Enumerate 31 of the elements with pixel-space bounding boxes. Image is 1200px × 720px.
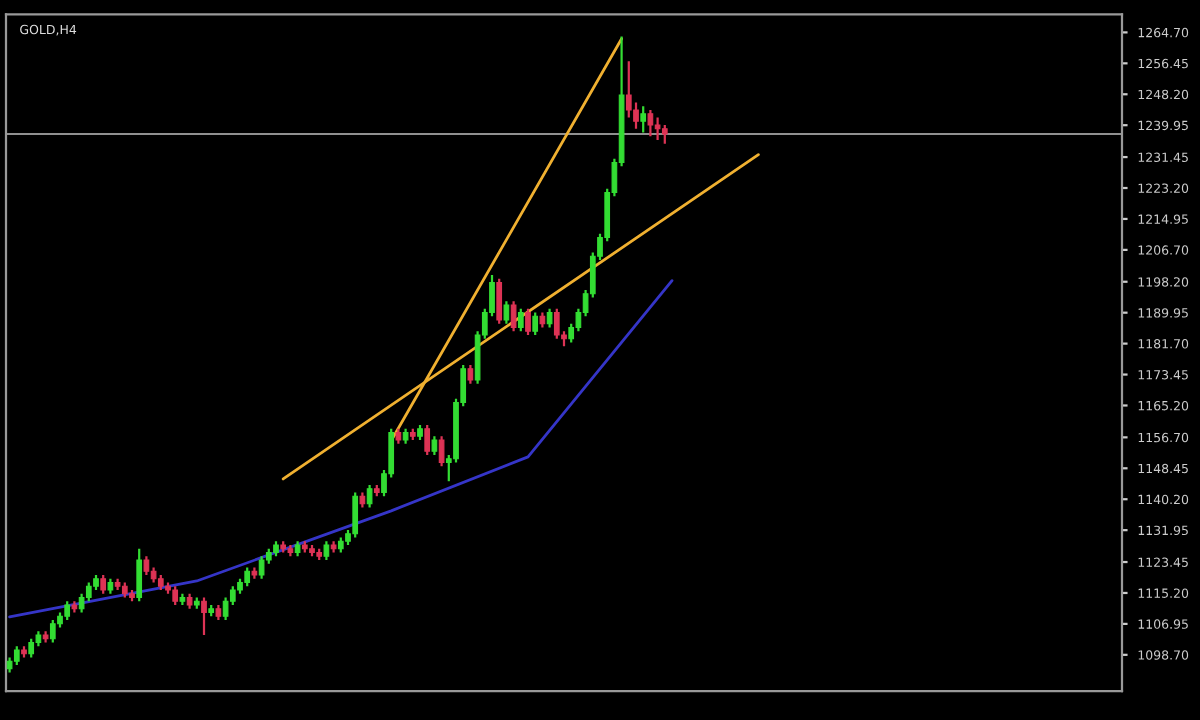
candlestick xyxy=(136,547,143,603)
candlestick xyxy=(640,105,647,134)
candlestick xyxy=(201,596,207,637)
candlestick xyxy=(510,300,517,333)
candlestick xyxy=(366,483,373,509)
candlestick xyxy=(438,435,445,468)
candlestick xyxy=(352,491,359,539)
candlestick xyxy=(496,277,503,325)
candlestick xyxy=(532,311,539,337)
candlestick xyxy=(654,116,661,142)
candlestick xyxy=(517,307,524,333)
candlestick xyxy=(525,307,531,337)
candlestick xyxy=(28,637,35,659)
line-series xyxy=(8,279,674,619)
candlestick xyxy=(172,585,179,607)
candlestick xyxy=(244,566,251,588)
candlestick xyxy=(424,423,431,457)
candlestick xyxy=(467,363,474,385)
candlestick xyxy=(100,573,107,595)
candlestick xyxy=(647,108,654,138)
candlestick xyxy=(661,123,668,145)
candlestick xyxy=(143,555,150,577)
candlestick xyxy=(431,435,438,457)
candlestick xyxy=(323,540,330,562)
candlestick xyxy=(49,618,56,644)
candlestick xyxy=(553,307,560,340)
candlestick xyxy=(546,307,553,329)
candlestick xyxy=(64,600,71,622)
candlestick xyxy=(503,300,510,325)
candlestick xyxy=(13,645,20,667)
candlestick xyxy=(258,555,265,580)
